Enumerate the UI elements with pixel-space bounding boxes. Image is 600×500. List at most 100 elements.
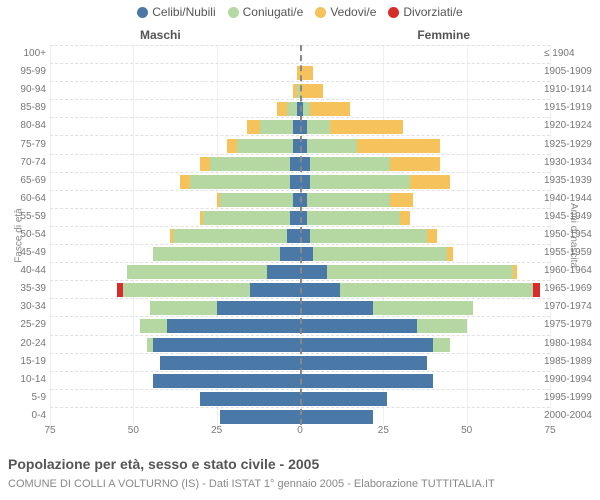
bar-segment-divorziati xyxy=(117,283,124,297)
bar-male xyxy=(227,139,300,153)
bar-female xyxy=(300,338,450,352)
y-tick-age: 45-49 xyxy=(6,244,46,262)
y-tick-birth: 1905-1909 xyxy=(544,63,594,81)
bar-male xyxy=(217,193,300,207)
plot-area xyxy=(50,45,550,425)
x-tick: 25 xyxy=(211,425,222,436)
bar-segment-vedovi xyxy=(357,139,440,153)
y-tick-birth: 1945-1949 xyxy=(544,208,594,226)
bar-female xyxy=(300,319,467,333)
y-tick-age: 20-24 xyxy=(6,335,46,353)
bar-male xyxy=(200,157,300,171)
legend-label: Divorziati/e xyxy=(403,5,462,19)
bar-male xyxy=(153,247,300,261)
y-tick-birth: 1990-1994 xyxy=(544,371,594,389)
bar-segment-celibi xyxy=(287,229,300,243)
bar-male xyxy=(220,410,300,424)
bar-segment-celibi xyxy=(167,319,300,333)
y-tick-birth: 1930-1934 xyxy=(544,154,594,172)
y-tick-birth: 1980-1984 xyxy=(544,335,594,353)
center-axis-line xyxy=(300,45,302,425)
legend-item-vedovi[interactable]: Vedovi/e xyxy=(315,5,376,19)
y-tick-age: 65-69 xyxy=(6,172,46,190)
bar-male xyxy=(277,102,300,116)
y-tick-age: 25-29 xyxy=(6,316,46,334)
bar-segment-vedovi xyxy=(310,102,350,116)
bar-female xyxy=(300,410,373,424)
bar-male xyxy=(170,229,300,243)
bar-segment-coniugati xyxy=(220,193,293,207)
bar-segment-coniugati xyxy=(310,157,390,171)
bar-male xyxy=(247,120,300,134)
bar-segment-celibi xyxy=(300,338,433,352)
x-tick: 0 xyxy=(297,425,303,436)
bar-male xyxy=(127,265,300,279)
bar-segment-celibi xyxy=(293,193,300,207)
bar-segment-coniugati xyxy=(307,211,400,225)
y-tick-birth: 1910-1914 xyxy=(544,81,594,99)
bar-segment-coniugati xyxy=(313,247,446,261)
bar-segment-coniugati xyxy=(203,211,290,225)
y-tick-age: 95-99 xyxy=(6,63,46,81)
y-tick-age: 70-74 xyxy=(6,154,46,172)
y-tick-birth: 1920-1924 xyxy=(544,117,594,135)
y-tick-age: 60-64 xyxy=(6,190,46,208)
legend-label: Celibi/Nubili xyxy=(152,5,215,19)
legend-label: Coniugati/e xyxy=(243,5,304,19)
y-tick-birth: 1965-1969 xyxy=(544,280,594,298)
bar-female xyxy=(300,374,433,388)
bar-segment-coniugati xyxy=(140,319,167,333)
bar-segment-celibi xyxy=(250,283,300,297)
legend-swatch xyxy=(228,7,239,18)
y-tick-birth: 1970-1974 xyxy=(544,298,594,316)
bar-female xyxy=(300,193,413,207)
bar-segment-vedovi xyxy=(427,229,437,243)
bar-segment-celibi xyxy=(300,319,417,333)
bar-segment-celibi xyxy=(300,356,427,370)
chart-title: Popolazione per età, sesso e stato civil… xyxy=(8,456,319,472)
chart-container: Celibi/Nubili Coniugati/e Vedovi/e Divorzia… xyxy=(0,0,600,500)
bar-segment-coniugati xyxy=(147,338,154,352)
y-tick-age: 90-94 xyxy=(6,81,46,99)
bar-segment-vedovi xyxy=(390,193,413,207)
y-tick-age: 40-44 xyxy=(6,262,46,280)
x-tick: 50 xyxy=(461,425,472,436)
bar-segment-celibi xyxy=(290,211,300,225)
bar-female xyxy=(300,211,410,225)
legend-item-coniugati[interactable]: Coniugati/e xyxy=(228,5,304,19)
bar-segment-celibi xyxy=(300,301,373,315)
x-axis: 7550250255075 xyxy=(50,425,550,443)
y-tick-birth: 1940-1944 xyxy=(544,190,594,208)
bar-segment-celibi xyxy=(290,175,300,189)
bar-segment-coniugati xyxy=(307,139,357,153)
bar-segment-celibi xyxy=(300,392,387,406)
bar-segment-coniugati xyxy=(153,247,280,261)
legend-swatch xyxy=(137,7,148,18)
bar-segment-coniugati xyxy=(210,157,290,171)
bar-segment-celibi xyxy=(290,157,300,171)
y-tick-birth: 1950-1954 xyxy=(544,226,594,244)
legend-item-celibi[interactable]: Celibi/Nubili xyxy=(137,5,215,19)
bar-segment-celibi xyxy=(293,120,300,134)
bar-segment-vedovi xyxy=(200,157,210,171)
x-tick: 75 xyxy=(544,425,555,436)
bar-segment-vedovi xyxy=(247,120,260,134)
gender-label-female: Femmine xyxy=(417,28,470,42)
y-tick-age: 5-9 xyxy=(6,389,46,407)
bar-female xyxy=(300,139,440,153)
bar-segment-celibi xyxy=(200,392,300,406)
y-tick-age: 80-84 xyxy=(6,117,46,135)
bar-male xyxy=(147,338,300,352)
legend-label: Vedovi/e xyxy=(330,5,376,19)
bar-female xyxy=(300,356,427,370)
x-tick: 25 xyxy=(378,425,389,436)
bar-segment-celibi xyxy=(217,301,300,315)
legend-item-divorziati[interactable]: Divorziati/e xyxy=(388,5,462,19)
bar-female xyxy=(300,175,450,189)
bar-segment-coniugati xyxy=(287,102,297,116)
y-tick-birth: 1960-1964 xyxy=(544,262,594,280)
chart-subtitle: COMUNE DI COLLI A VOLTURNO (IS) - Dati I… xyxy=(8,478,495,490)
bar-female xyxy=(300,102,350,116)
bar-segment-coniugati xyxy=(303,102,310,116)
bar-segment-celibi xyxy=(267,265,300,279)
